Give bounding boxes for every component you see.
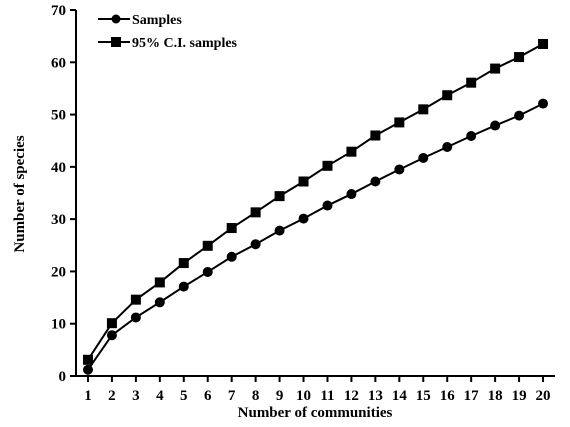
point-samples-11 (322, 201, 332, 211)
legend-item-95-ci-samples: 95% C.I. samples (98, 36, 238, 51)
point-95-c-i-samples-2 (107, 318, 117, 328)
x-tick-label-7: 7 (228, 388, 236, 404)
x-tick-label-13: 13 (368, 388, 383, 404)
series-95-c-i-samples (83, 39, 548, 365)
point-95-c-i-samples-13 (370, 130, 380, 140)
point-95-c-i-samples-10 (299, 176, 309, 186)
legend-item-samples: Samples (98, 13, 182, 28)
y-tick-label-50: 50 (51, 108, 66, 124)
series-line-samples (88, 104, 543, 370)
y-tick-label-30: 30 (51, 212, 66, 228)
x-tick-label-17: 17 (464, 388, 480, 404)
point-samples-18 (490, 121, 500, 131)
y-tick-label-60: 60 (51, 55, 66, 71)
series-samples (83, 99, 548, 375)
y-tick-label-40: 40 (51, 160, 66, 176)
x-tick-label-2: 2 (108, 388, 116, 404)
point-95-c-i-samples-6 (203, 241, 213, 251)
x-tick-label-9: 9 (276, 388, 284, 404)
y-axis-title: Number of species (12, 135, 28, 252)
x-tick-label-8: 8 (252, 388, 260, 404)
point-95-c-i-samples-8 (251, 207, 261, 217)
y-tick-label-0: 0 (59, 369, 67, 385)
x-tick-label-12: 12 (344, 388, 359, 404)
x-tick-label-11: 11 (320, 388, 334, 404)
point-samples-3 (131, 312, 141, 322)
legend-marker-95-ci-samples (111, 37, 121, 47)
point-95-c-i-samples-3 (131, 295, 141, 305)
point-samples-9 (275, 226, 285, 236)
x-tick-label-15: 15 (416, 388, 431, 404)
point-samples-7 (227, 252, 237, 262)
x-tick-label-1: 1 (84, 388, 92, 404)
point-samples-13 (370, 176, 380, 186)
point-samples-1 (83, 365, 93, 375)
point-95-c-i-samples-11 (322, 161, 332, 171)
y-tick-label-10: 10 (51, 317, 66, 333)
point-samples-5 (179, 282, 189, 292)
point-samples-16 (442, 142, 452, 152)
point-95-c-i-samples-18 (490, 64, 500, 74)
point-95-c-i-samples-1 (83, 355, 93, 365)
legend-label-samples: Samples (132, 13, 182, 28)
point-samples-19 (514, 111, 524, 121)
series-layer (83, 39, 548, 375)
point-95-c-i-samples-4 (155, 277, 165, 287)
point-95-c-i-samples-16 (442, 90, 452, 100)
x-tick-label-20: 20 (536, 388, 551, 404)
point-samples-6 (203, 267, 213, 277)
point-95-c-i-samples-19 (514, 52, 524, 62)
point-samples-12 (346, 189, 356, 199)
legend-label-95-ci-samples: 95% C.I. samples (132, 36, 238, 51)
legend: Samples 95% C.I. samples (98, 13, 238, 51)
x-tick-label-5: 5 (180, 388, 188, 404)
legend-marker-samples (112, 15, 121, 24)
x-tick-label-19: 19 (512, 388, 527, 404)
series-line-95-c-i-samples (88, 44, 543, 360)
point-95-c-i-samples-7 (227, 223, 237, 233)
x-tick-label-16: 16 (440, 388, 456, 404)
x-tick-label-4: 4 (156, 388, 164, 404)
point-samples-17 (466, 131, 476, 141)
point-samples-2 (107, 330, 117, 340)
point-95-c-i-samples-15 (418, 104, 428, 114)
x-tick-label-10: 10 (296, 388, 311, 404)
x-tick-label-3: 3 (132, 388, 140, 404)
point-95-c-i-samples-12 (346, 147, 356, 157)
point-samples-4 (155, 297, 165, 307)
point-95-c-i-samples-9 (275, 191, 285, 201)
y-tick-label-20: 20 (51, 264, 66, 280)
x-tick-label-18: 18 (488, 388, 503, 404)
point-95-c-i-samples-20 (538, 39, 548, 49)
y-tick-label-70: 70 (51, 3, 66, 19)
point-samples-20 (538, 99, 548, 109)
x-tick-label-14: 14 (392, 388, 408, 404)
point-samples-10 (299, 214, 309, 224)
x-axis-title: Number of communities (238, 405, 393, 421)
point-samples-15 (418, 153, 428, 163)
point-95-c-i-samples-5 (179, 258, 189, 268)
point-samples-8 (251, 239, 261, 249)
point-95-c-i-samples-17 (466, 78, 476, 88)
point-95-c-i-samples-14 (394, 117, 404, 127)
point-samples-14 (394, 164, 404, 174)
x-tick-label-6: 6 (204, 388, 212, 404)
